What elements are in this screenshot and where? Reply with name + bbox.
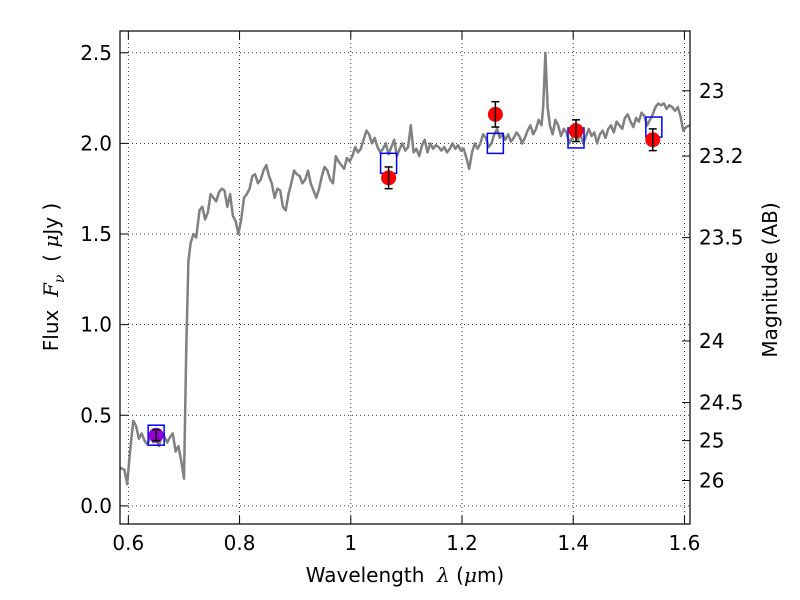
model-photometry-square xyxy=(147,424,165,446)
y-axis-label: Flux Fν ( μJy ) xyxy=(39,203,68,351)
x-tick-label: 1.2 xyxy=(446,531,478,555)
x-tick-label: 0.6 xyxy=(112,531,144,555)
y-tick-label: 0.5 xyxy=(80,403,112,427)
y-tick-label: 1.0 xyxy=(80,313,112,337)
right-tick-label: 24 xyxy=(699,329,724,353)
right-tick-label: 24.5 xyxy=(699,391,744,415)
x-tick-label: 1 xyxy=(344,531,357,555)
right-tick-label: 23.2 xyxy=(699,144,744,168)
right-tick-label: 26 xyxy=(699,469,724,493)
ticks: 0.6 0.8 1 1.2 1.4 1.6 0.0 0.5 1.0 1.5 2.0 2.5 23 23.2… xyxy=(80,31,744,555)
x-tick-label: 1.6 xyxy=(669,531,701,555)
x-tick-label: 0.8 xyxy=(224,531,256,555)
right-tick-label: 23.5 xyxy=(699,226,744,250)
right-tick-label: 23 xyxy=(699,79,724,103)
x-axis-label: Wavelength λ (μm) xyxy=(306,563,505,587)
y-tick-label: 1.5 xyxy=(80,222,112,246)
y-tick-label: 0.0 xyxy=(80,494,112,518)
spectrum-line xyxy=(119,51,691,486)
axes-frame xyxy=(119,30,691,525)
photometry-markers xyxy=(147,100,663,446)
right-axis-label: Magnitude (AB) xyxy=(758,202,782,357)
model-spectrum xyxy=(119,51,691,486)
y-tick-label: 2.5 xyxy=(80,41,112,65)
model-photometry-square xyxy=(486,132,505,155)
x-tick-label: 1.4 xyxy=(557,531,589,555)
y-tick-label: 2.0 xyxy=(80,131,112,155)
right-tick-label: 25 xyxy=(699,429,724,453)
grid xyxy=(120,31,690,524)
